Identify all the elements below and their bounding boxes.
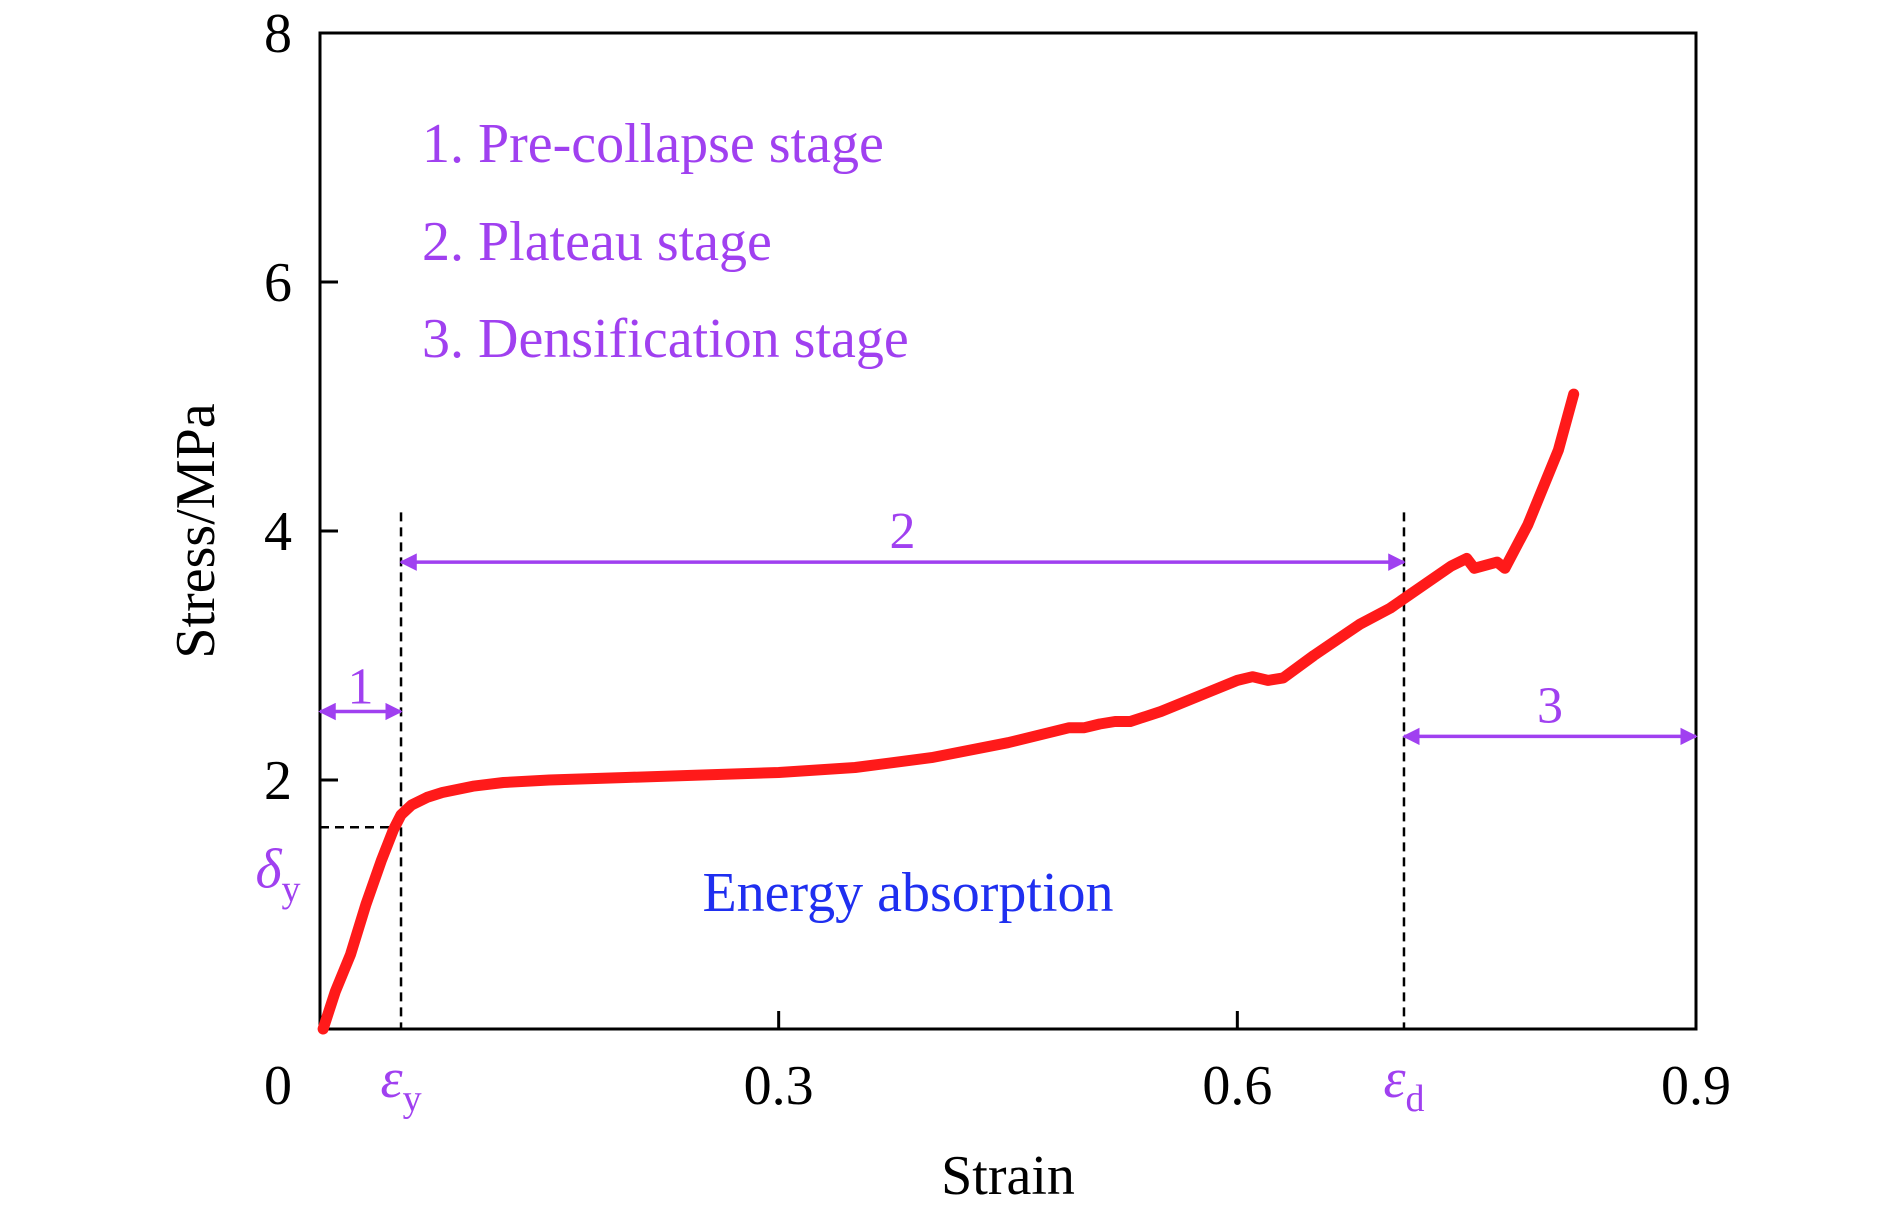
legend-entry-1: 1. Pre-collapse stage xyxy=(422,113,884,175)
x-tick-label-3: 0.9 xyxy=(1661,1055,1731,1117)
x-tick-label-0: 0 xyxy=(264,1055,292,1117)
legend: 1. Pre-collapse stage 2. Plateau stage 3… xyxy=(422,113,909,370)
y-tick-label-2: 6 xyxy=(264,252,292,314)
y-tick-label-0: 2 xyxy=(264,750,292,812)
stage-3-label: 3 xyxy=(1537,677,1563,734)
x-tick-label-1: 0.3 xyxy=(744,1055,814,1117)
x-tick-label-2: 0.6 xyxy=(1202,1055,1272,1117)
stage-1-label: 1 xyxy=(348,659,374,716)
stage-2-label: 2 xyxy=(890,503,916,560)
epsilon-d-label: εd xyxy=(1383,1048,1424,1120)
delta-y-label: δy xyxy=(255,838,300,910)
legend-entry-2: 2. Plateau stage xyxy=(422,211,772,273)
epsilon-y-label: εy xyxy=(380,1048,421,1120)
y-tick-label-3: 8 xyxy=(264,3,292,65)
series-line-0 xyxy=(317,388,1580,1035)
y-axis-title: Stress/MPa xyxy=(165,403,227,658)
y-tick-label-1: 4 xyxy=(264,501,292,563)
legend-entry-3: 3. Densification stage xyxy=(422,308,909,370)
energy-absorption-label: Energy absorption xyxy=(702,862,1113,924)
x-axis-title: Strain xyxy=(941,1145,1075,1207)
